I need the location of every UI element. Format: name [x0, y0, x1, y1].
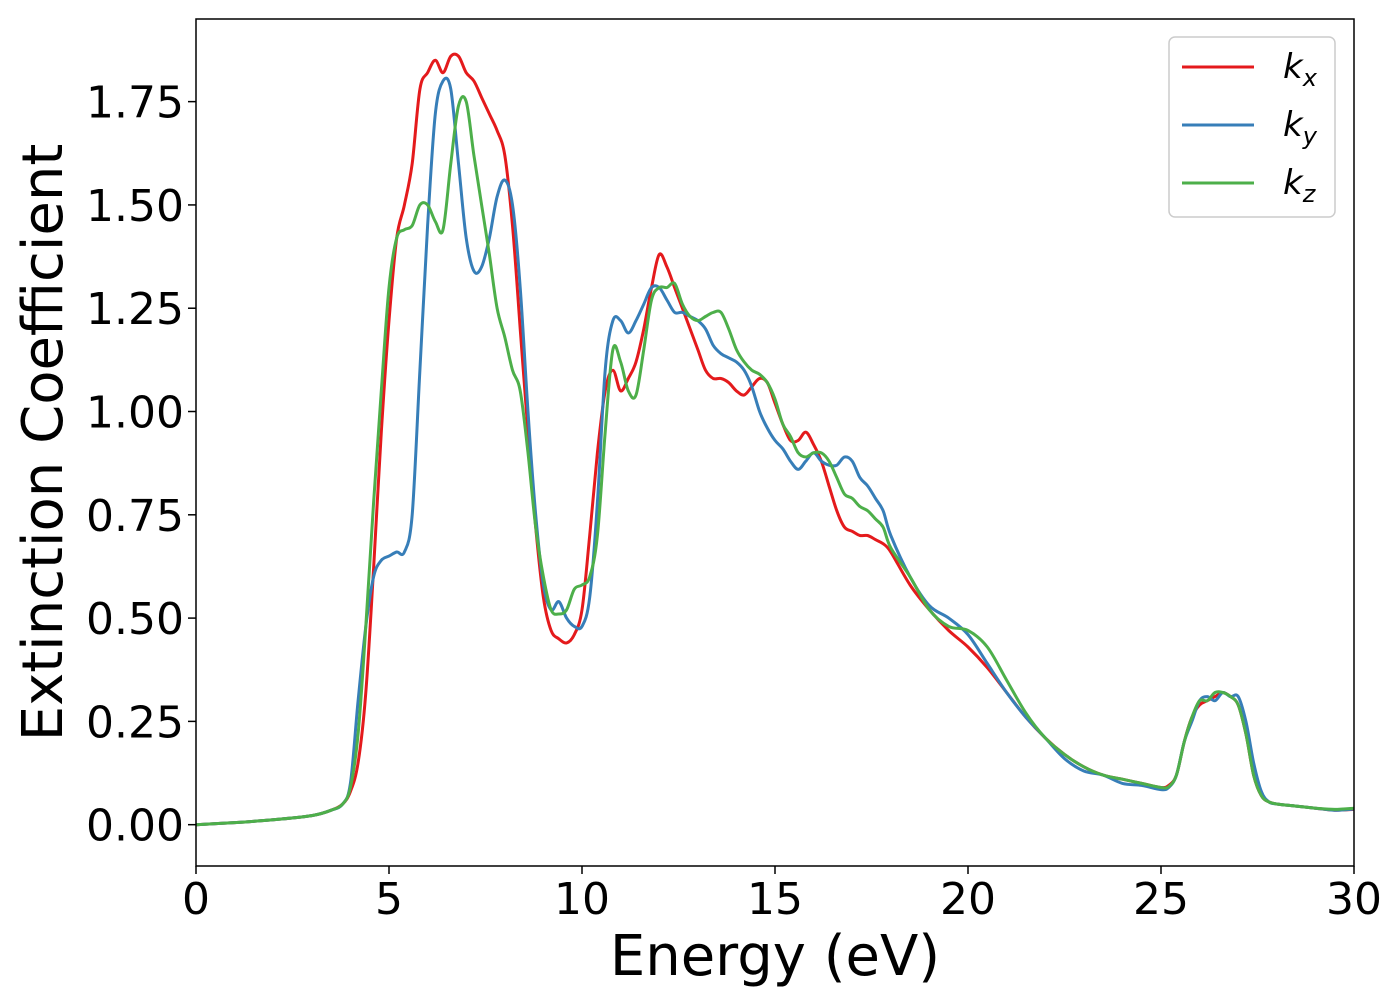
- legend-entry-kz: kz: [1283, 163, 1317, 208]
- y-axis: 0.00 0.25 0.50 0.75 1.00 1.25 1.50 1.75: [86, 78, 196, 852]
- series-line-ky: [196, 76, 1354, 827]
- y-tick-label: 0.75: [86, 491, 184, 542]
- y-tick-label: 0.50: [86, 594, 184, 645]
- legend: kx ky kz: [1168, 36, 1336, 218]
- legend-box: [1168, 36, 1336, 218]
- x-axis: 0 5 10 15 20 25 30: [182, 866, 1382, 925]
- x-tick-label: 30: [1326, 874, 1382, 925]
- x-tick-label: 5: [375, 874, 403, 925]
- x-tick-label: 25: [1133, 874, 1189, 925]
- x-tick-label: 10: [554, 874, 610, 925]
- y-tick-label: 1.00: [86, 388, 184, 439]
- legend-entry-ky: ky: [1283, 105, 1318, 150]
- y-tick-label: 0.25: [86, 697, 184, 748]
- series-line-kz: [196, 95, 1354, 827]
- y-tick-label: 0.00: [86, 801, 184, 852]
- x-axis-label: Energy (eV): [610, 924, 940, 989]
- y-tick-label: 1.50: [86, 181, 184, 232]
- legend-entry-kx: kx: [1283, 47, 1318, 92]
- series-layer: [196, 52, 1354, 827]
- y-tick-label: 1.75: [86, 78, 184, 129]
- y-tick-label: 1.25: [86, 284, 184, 335]
- y-axis-label: Extinction Coefficient: [11, 144, 76, 742]
- x-tick-label: 0: [182, 874, 210, 925]
- x-tick-label: 20: [940, 874, 996, 925]
- x-tick-label: 15: [747, 874, 803, 925]
